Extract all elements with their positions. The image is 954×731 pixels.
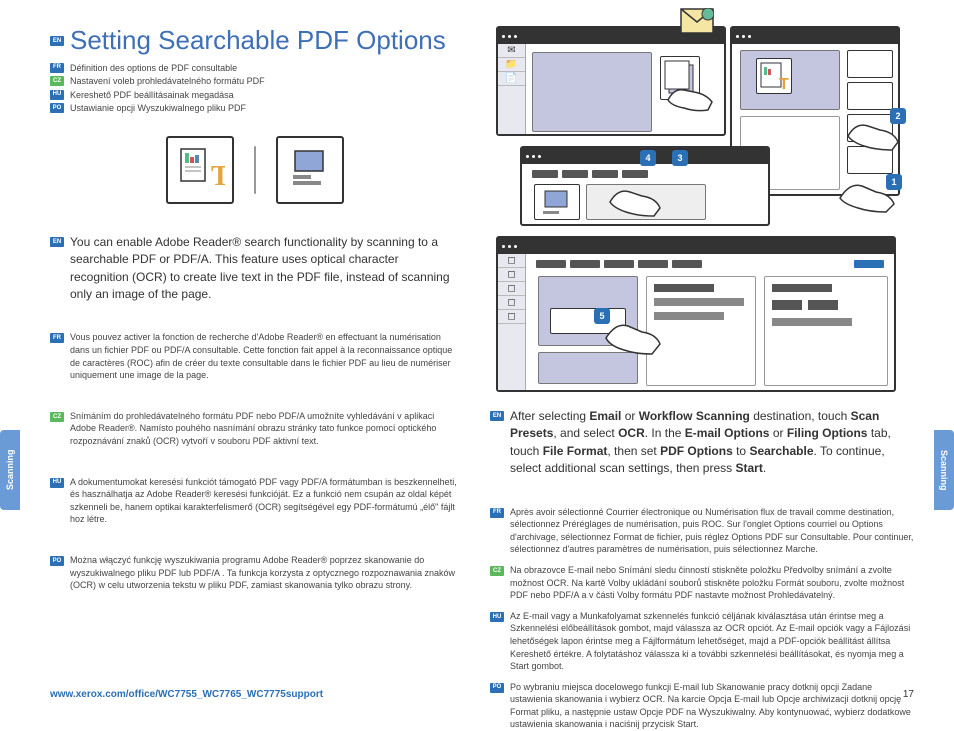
step-3: 3: [672, 150, 688, 166]
subtitle-fr: Définition des options de PDF consultabl…: [70, 62, 237, 76]
page-title: EN Setting Searchable PDF Options: [50, 26, 460, 56]
lang-tag-fr: FR: [50, 63, 64, 73]
right-para-hu: HUAz E-mail vagy a Munkafolyamat szkenne…: [490, 610, 914, 673]
divider-icon: [254, 146, 256, 194]
icon-document-folder: [276, 136, 344, 204]
step-1: 1: [886, 174, 902, 190]
subtitle-list: FR Définition des options de PDF consulta…: [50, 62, 460, 116]
hand-icon-5: [602, 314, 662, 358]
step-2: 2: [890, 108, 906, 124]
left-column: EN Setting Searchable PDF Options FR Défi…: [50, 26, 460, 686]
subtitle-cz: Nastavení voleb prohledávatelného formát…: [70, 75, 265, 89]
step-4: 4: [640, 150, 656, 166]
subtitle-hu: Kereshető PDF beállításainak megadása: [70, 89, 234, 103]
left-para-hu: HUA dokumentumokat keresési funkciót tám…: [50, 476, 460, 526]
svg-text:T: T: [779, 76, 789, 93]
svg-text:T: T: [211, 161, 225, 192]
right-para-cz: CZNa obrazovce E-mail nebo Snímání sledu…: [490, 564, 914, 602]
fileformat-window: ◻◻◻◻◻: [496, 236, 896, 392]
lang-tag-cz: CZ: [50, 76, 64, 86]
hand-icon-1: [666, 80, 716, 116]
right-main-para: EN After selecting Email or Workflow Sca…: [490, 408, 914, 478]
footer: www.xerox.com/office/WC7755_WC7765_WC777…: [50, 689, 914, 700]
hand-icon-4: [606, 180, 662, 220]
footer-page-number: 17: [903, 689, 914, 700]
title-text: Setting Searchable PDF Options: [70, 26, 446, 56]
left-para-fr: FRVous pouvez activer la fonction de rec…: [50, 331, 460, 381]
left-para-cz: CZSnímáním do prohledávatelného formátu …: [50, 410, 460, 448]
right-column: ✉📁📄 T: [490, 26, 914, 686]
right-para-fr: FRAprès avoir sélectionné Courrier élect…: [490, 506, 914, 556]
icon-document-text: T: [166, 136, 234, 204]
side-tab-right: Scanning: [934, 430, 954, 510]
lang-tag-hu: HU: [50, 90, 64, 100]
left-para-po: POMożna włączyć funkcję wyszukiwania pro…: [50, 554, 460, 592]
lang-tag-en: EN: [50, 36, 64, 46]
illustration: ✉📁📄 T: [490, 26, 914, 396]
icon-row: T: [50, 136, 460, 204]
right-main-text: After selecting Email or Workflow Scanni…: [510, 408, 914, 478]
mail-icon: [680, 8, 714, 37]
lang-tag-po: PO: [50, 103, 64, 113]
footer-link[interactable]: www.xerox.com/office/WC7755_WC7765_WC777…: [50, 689, 323, 700]
step-5: 5: [594, 308, 610, 324]
main-para-text: You can enable Adobe Reader® search func…: [70, 234, 460, 304]
side-tab-left: Scanning: [0, 430, 20, 510]
lang-tag-en-r: EN: [490, 411, 504, 421]
main-para-en: EN You can enable Adobe Reader® search f…: [50, 234, 460, 304]
subtitle-po: Ustawianie opcji Wyszukiwalnego pliku PD…: [70, 102, 246, 116]
lang-tag-en-2: EN: [50, 237, 64, 247]
